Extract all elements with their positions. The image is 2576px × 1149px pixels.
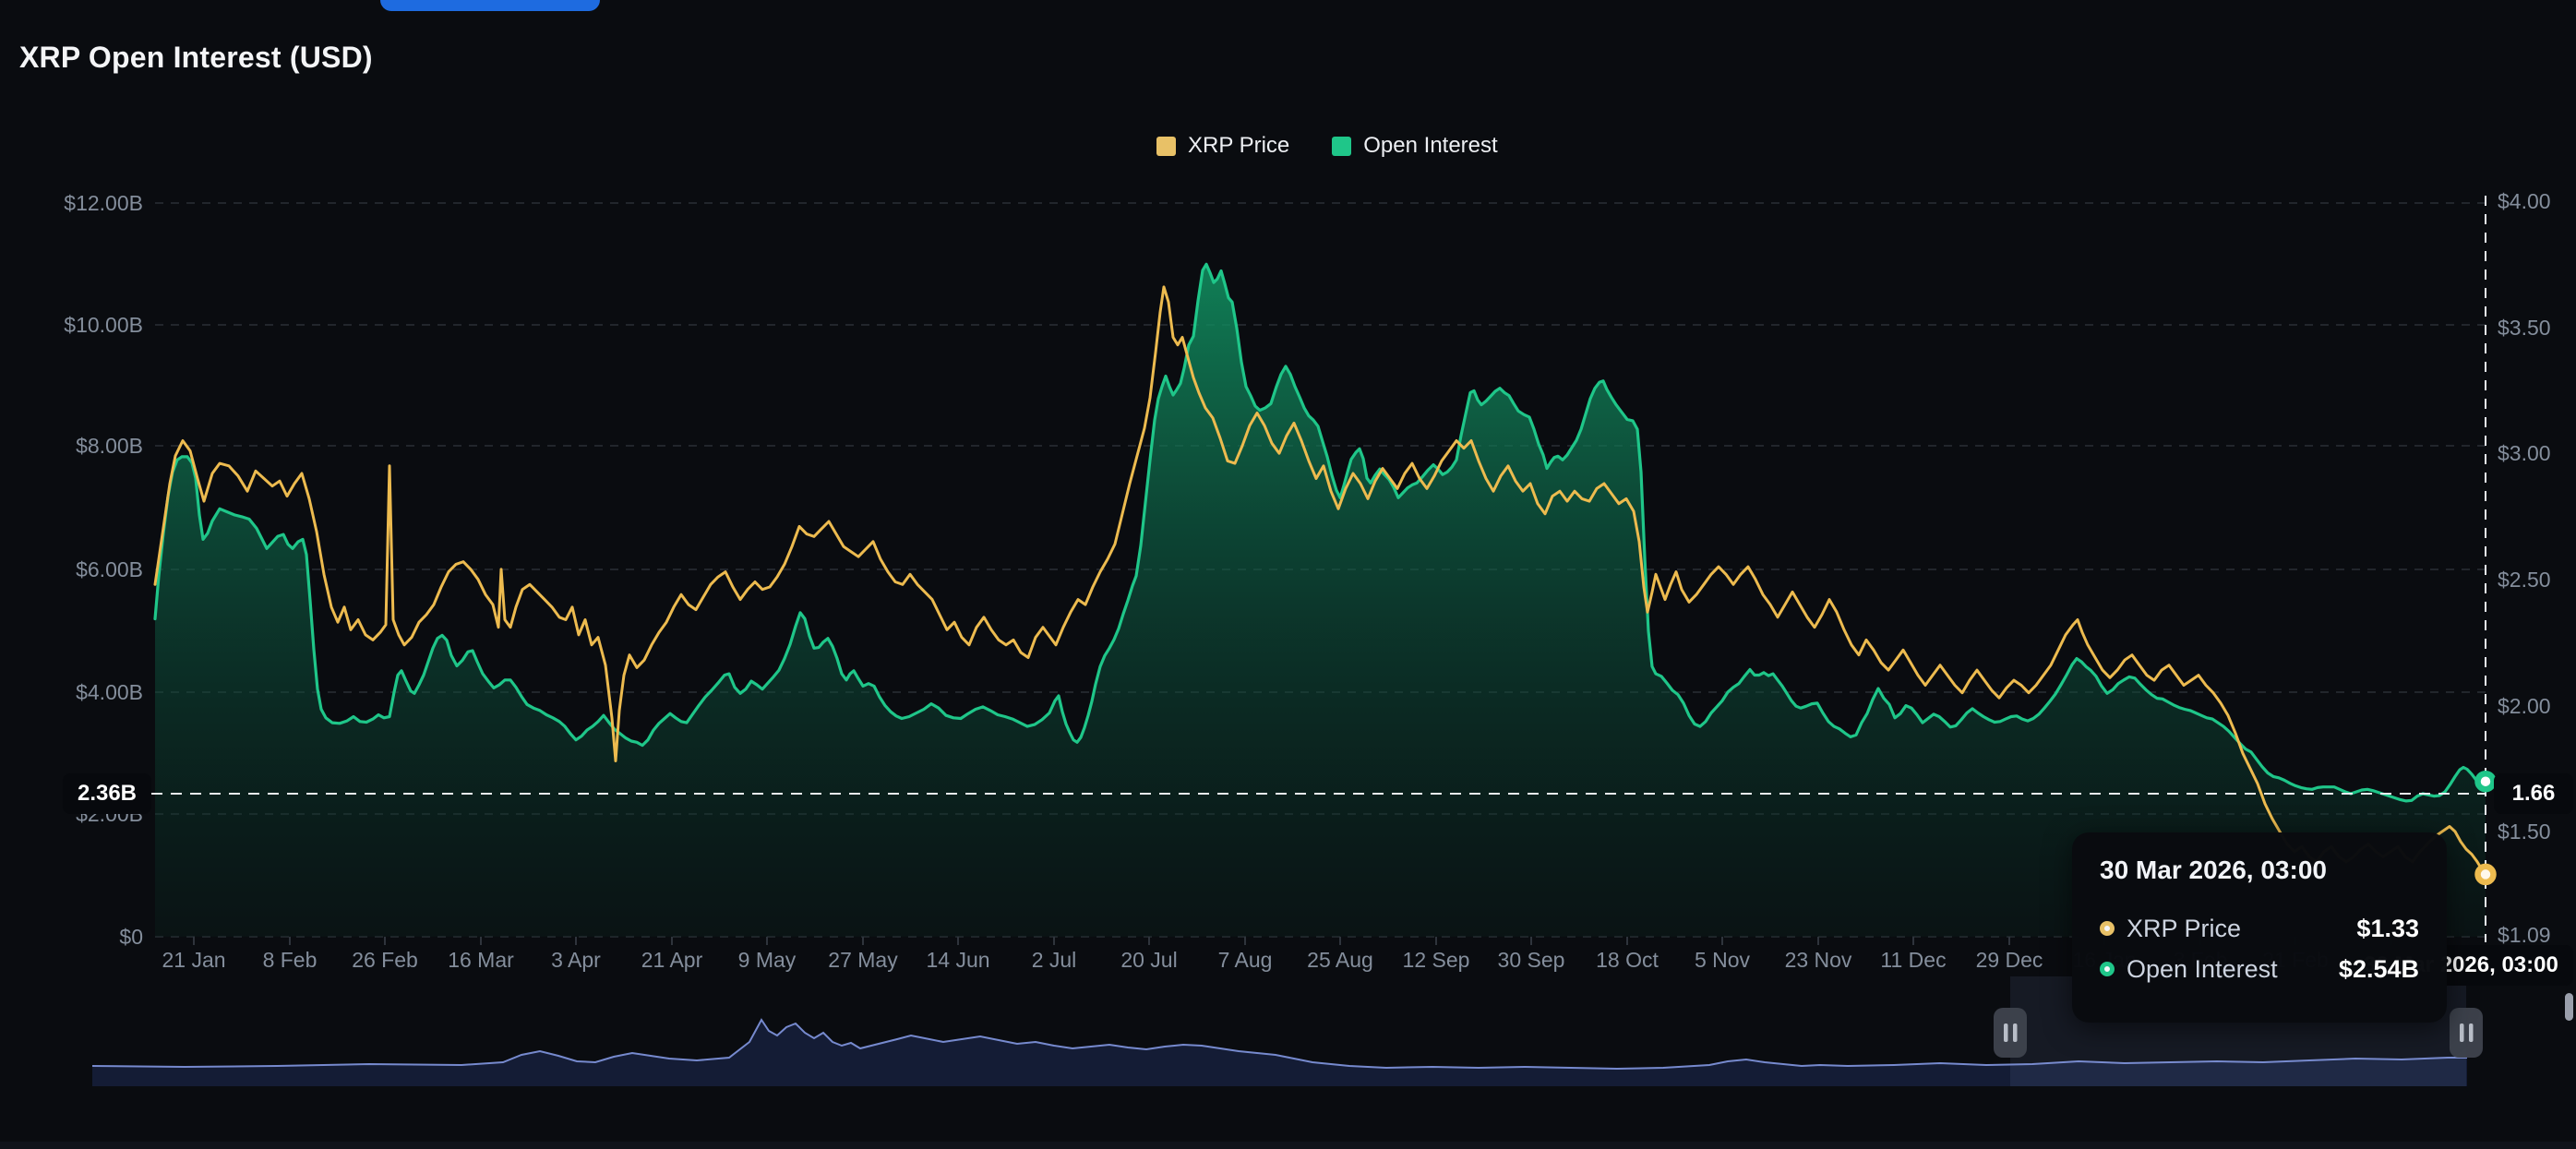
legend-item-open-interest[interactable]: Open Interest [1332,133,1498,159]
left-axis-label: $12.00B [64,191,143,215]
x-axis-label: 27 May [828,948,898,972]
x-axis-label: 20 Jul [1120,948,1177,972]
open-interest-dot-icon [2100,962,2115,976]
crosshair-right-value-badge: 1.66 [2494,773,2573,814]
left-axis-label: $4.00B [76,680,143,704]
xrp-price-swatch-icon [1156,136,1176,156]
handle-bar-icon [2004,1023,2008,1042]
legend-label: Open Interest [1363,133,1498,158]
tooltip-timestamp: 30 Mar 2026, 03:00 [2100,856,2327,884]
handle-bar-icon [2013,1023,2018,1042]
bottom-divider [0,1142,2576,1149]
right-axis-label: $1.09 [2498,923,2551,947]
navigator-area[interactable] [92,1020,2467,1086]
left-axis-label: $10.00B [64,313,143,337]
tooltip-value: $1.33 [2356,914,2419,942]
tooltip-row-xrp-price: XRP Price $1.33 [2100,908,2419,949]
x-axis-label: 21 Jan [162,948,225,972]
handle-bar-icon [2460,1023,2464,1042]
tooltip-value: $2.54B [2338,954,2419,983]
right-axis-label: $1.50 [2498,820,2551,844]
chart-legend: XRP Price Open Interest [1156,133,1498,159]
legend-item-xrp-price[interactable]: XRP Price [1156,133,1289,159]
tooltip-label: XRP Price [2127,914,2242,942]
x-axis-label: 16 Mar [448,948,514,972]
right-axis-label: $4.00 [2498,189,2551,213]
open-interest-area [155,264,2486,937]
right-axis-label: $2.50 [2498,568,2551,592]
x-axis-label: 8 Feb [263,948,318,972]
navigator-line [91,1018,2467,1071]
x-axis-label: 9 May [738,948,797,972]
x-axis-label: 3 Apr [551,948,601,972]
handle-grip [1994,1008,2027,1058]
x-axis-label: 11 Dec [1880,948,1946,972]
x-axis-label: 2 Jul [1032,948,1077,972]
x-axis-label: 23 Nov [1785,948,1852,972]
crosshair-left-value-badge: 2.36B [63,773,151,814]
x-axis-label: 30 Sep [1498,948,1565,972]
chart-tooltip: 30 Mar 2026, 03:00 XRP Price $1.33 Open … [2072,832,2447,1023]
x-axis-label: 7 Aug [1218,948,1273,972]
right-axis-label: $3.50 [2498,316,2551,340]
right-axis-label: $3.00 [2498,441,2551,465]
scrollbar-thumb[interactable] [2565,993,2573,1021]
left-axis-label: $6.00B [76,557,143,581]
tooltip-row-open-interest: Open Interest $2.54B [2100,949,2419,989]
navigator-handle-right[interactable] [2450,1008,2483,1058]
open-interest-swatch-icon [1332,136,1352,156]
right-axis-label: $2.00 [2498,694,2551,718]
handle-bar-icon [2469,1023,2474,1042]
xrp-price-marker[interactable] [2474,863,2497,886]
active-tab-indicator[interactable] [380,0,600,11]
x-axis-label: 12 Sep [1403,948,1470,972]
x-axis-label: 14 Jun [926,948,989,972]
x-axis-label: 29 Dec [1976,948,2043,972]
navigator-handle-left[interactable] [1994,1008,2027,1058]
x-axis-label: 26 Feb [352,948,418,972]
open-interest-line [153,262,2487,803]
legend-label: XRP Price [1188,133,1290,158]
xrp-price-dot-icon [2100,921,2115,936]
left-axis-label: $8.00B [76,434,143,458]
x-axis-label: 5 Nov [1695,948,1751,972]
tooltip-label: Open Interest [2127,954,2278,983]
x-axis-label: 25 Aug [1307,948,1373,972]
x-axis-label: 18 Oct [1596,948,1659,972]
handle-grip [2450,1008,2483,1058]
xrp-price-line [153,285,2487,876]
left-axis-label: $0 [119,925,143,949]
open-interest-marker[interactable] [2474,770,2497,793]
x-axis-label: 21 Apr [641,948,703,972]
page-title: XRP Open Interest (USD) [19,41,373,74]
